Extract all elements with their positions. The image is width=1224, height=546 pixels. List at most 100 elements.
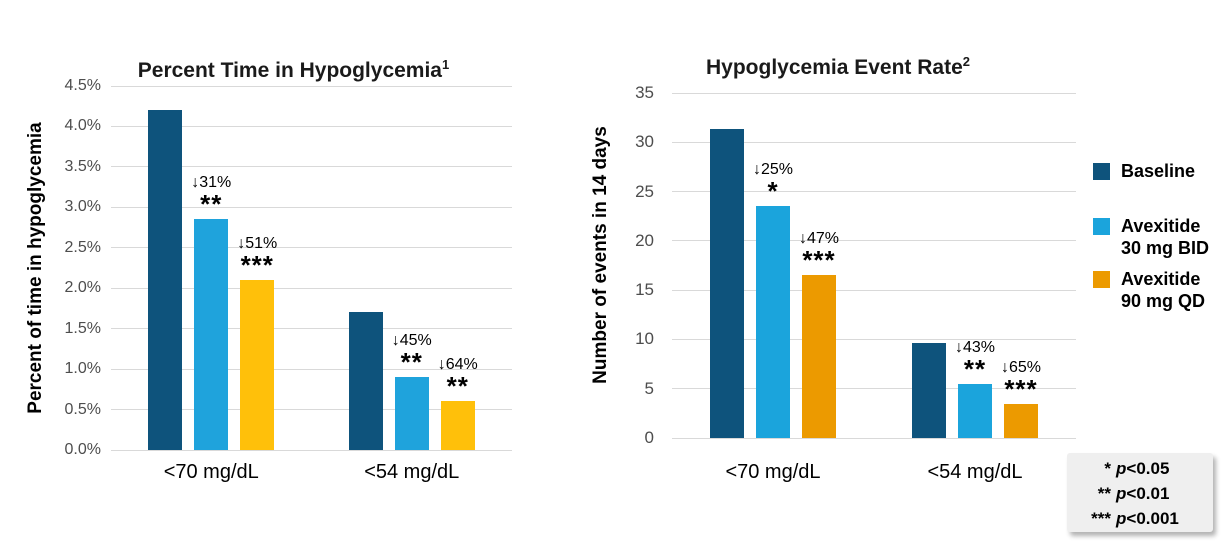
significance-threshold: p<0.05 — [1116, 459, 1170, 478]
x-category-label: <54 mg/dL — [927, 461, 1023, 483]
bar-avexitide-30-mg-bid-54-mg-dl — [394, 377, 429, 450]
bar-avexitide-90-mg-qd-70-mg-dl — [240, 280, 275, 450]
y-tick-label: 3.0% — [64, 198, 101, 216]
significance-threshold: p<0.01 — [1116, 484, 1170, 503]
y-tick-label: 15 — [635, 280, 654, 300]
gridline — [672, 240, 1076, 242]
percent-change-label: ↓43% — [954, 338, 996, 356]
y-tick-label: 4.5% — [64, 77, 101, 94]
gridline — [111, 409, 512, 411]
gridline — [111, 247, 512, 249]
legend-label-line: 90 mg QD — [1121, 291, 1206, 311]
bar-annotation: ↓43% ** — [920, 330, 1030, 382]
bar-annotation: ↓51% *** — [202, 226, 312, 278]
y-tick-label: 0.0% — [64, 441, 101, 458]
y-tick-label: 20 — [635, 230, 654, 250]
legend-label-line: 30 mg BID — [1121, 238, 1210, 258]
gridline — [672, 141, 1076, 143]
x-category-label: <70 mg/dL — [725, 461, 821, 483]
chart-title: Percent Time in Hypoglycemia1 — [93, 57, 494, 83]
y-tick-label: 1.5% — [64, 319, 101, 337]
gridline — [111, 206, 512, 208]
gridline — [672, 437, 1076, 439]
legend-swatch-avexitide-90mg-qd — [1093, 271, 1110, 288]
significance-stars: ** — [200, 189, 223, 220]
gridline — [111, 85, 512, 87]
gridline — [672, 92, 1076, 94]
y-tick-label: 2.5% — [64, 238, 101, 256]
legend-label-line: Baseline — [1121, 161, 1196, 181]
bar-baseline-70-mg-dl — [710, 129, 744, 438]
legend-item-avexitide-30mg-bid: Avexitide 30 mg BID — [1093, 215, 1209, 259]
x-category-label: <54 mg/dL — [364, 461, 460, 483]
bar-avexitide-30-mg-bid-70-mg-dl — [194, 219, 229, 450]
y-tick-label: 2.0% — [64, 279, 101, 297]
percent-change-label: ↓64% — [437, 356, 478, 374]
bar-annotation: ↓65% *** — [966, 350, 1076, 402]
y-tick-label: 5 — [644, 378, 654, 398]
bar-annotation: ↓47% *** — [764, 221, 874, 273]
gridline — [672, 388, 1076, 390]
legend-label: Baseline — [1121, 160, 1195, 182]
percent-change-label: ↓31% — [191, 174, 232, 192]
significance-stars: ** — [963, 353, 987, 384]
gridline — [111, 287, 512, 289]
legend-label-line: Avexitide — [1121, 216, 1201, 236]
gridline — [111, 125, 512, 127]
chart-title-superscript: 1 — [442, 57, 450, 72]
x-category-label: <70 mg/dL — [163, 461, 259, 483]
gridline — [111, 328, 512, 330]
gridline — [672, 289, 1076, 291]
bar-annotation: ↓31% ** — [156, 165, 266, 217]
significance-stars: * — [767, 176, 779, 207]
percent-change-label: ↓65% — [1000, 359, 1042, 377]
legend-swatch-avexitide-30mg-bid — [1093, 218, 1110, 235]
bar-avexitide-30-mg-bid-70-mg-dl — [756, 206, 790, 438]
chart-title-text: Hypoglycemia Event Rate — [706, 56, 963, 79]
y-tick-label: 0 — [644, 428, 654, 447]
significance-stars: ** — [1097, 484, 1111, 503]
legend-item-baseline: Baseline — [1093, 160, 1195, 182]
legend-label: Avexitide 90 mg QD — [1121, 268, 1205, 312]
significance-stars: *** — [240, 250, 274, 281]
significance-stars: *** — [802, 245, 836, 276]
gridline — [111, 166, 512, 168]
legend-swatch-baseline — [1093, 163, 1110, 180]
y-tick-label: 0.5% — [64, 400, 101, 418]
bar-avexitide-90-mg-qd-54-mg-dl — [440, 401, 475, 450]
legend-label-line: Avexitide — [1121, 269, 1201, 289]
chart-title-text: Percent Time in Hypoglycemia — [137, 59, 442, 82]
bar-avexitide-90-mg-qd-70-mg-dl — [802, 275, 836, 438]
chart-title: Hypoglycemia Event Rate2 — [636, 54, 1040, 80]
significance-threshold: p<0.001 — [1116, 509, 1179, 528]
significance-stars: *** — [1004, 374, 1038, 405]
significance-stars: ** — [446, 371, 469, 402]
gridline — [111, 449, 512, 451]
y-tick-label: 1.0% — [64, 360, 101, 378]
bar-avexitide-90-mg-qd-54-mg-dl — [1004, 404, 1038, 438]
y-tick-label: 10 — [635, 329, 654, 349]
legend-item-avexitide-90mg-qd: Avexitide 90 mg QD — [1093, 268, 1205, 312]
significance-key-row: *** p<0.001 — [1067, 506, 1213, 531]
bar-annotation: ↓64% ** — [403, 347, 513, 399]
gridline — [672, 191, 1076, 193]
percent-change-label: ↓51% — [237, 235, 278, 253]
significance-key-row: * p<0.05 — [1067, 456, 1213, 481]
legend-label: Avexitide 30 mg BID — [1121, 215, 1209, 259]
y-tick-label: 30 — [635, 132, 654, 152]
significance-key: * p<0.05 ** p<0.01 *** p<0.001 — [1067, 453, 1213, 532]
bar-annotation: ↓25% * — [718, 152, 828, 204]
percent-change-label: ↓47% — [798, 230, 840, 248]
y-tick-label: 25 — [635, 181, 654, 201]
chart-title-superscript: 2 — [962, 54, 970, 69]
bar-annotation: ↓45% ** — [357, 323, 467, 375]
bar-baseline-54-mg-dl — [348, 312, 383, 450]
gridline — [672, 338, 1076, 340]
significance-stars: * — [1104, 459, 1111, 478]
y-tick-label: 4.0% — [64, 117, 101, 135]
bar-baseline-70-mg-dl — [148, 110, 183, 450]
